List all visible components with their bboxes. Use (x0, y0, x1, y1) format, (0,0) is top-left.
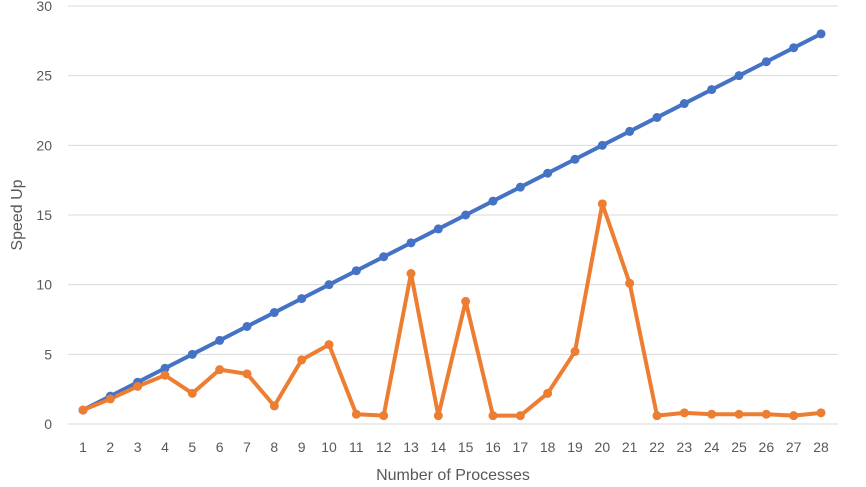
series-2-point (242, 369, 252, 379)
x-tick-label: 11 (349, 439, 364, 455)
x-tick-label: 14 (431, 439, 447, 455)
series-1-point (433, 224, 443, 234)
series-1-point (297, 294, 307, 304)
series-1-point (652, 112, 662, 122)
x-tick-label: 4 (161, 439, 169, 455)
x-tick-labels: 1 2 3 4 5 6 7 8 9 10 11 12 13 14 15 16 17 18 19 20 21 22 23 24 2… (79, 439, 829, 455)
x-tick-label: 17 (513, 439, 529, 455)
series-1-point (351, 266, 361, 276)
series-1-line (81, 31, 823, 413)
series-2-point (679, 408, 689, 418)
series-1-point (761, 57, 771, 67)
y-tick-label: 30 (36, 0, 52, 14)
series-2-point (215, 365, 225, 375)
series-lines (81, 31, 823, 418)
series-2-point (105, 394, 115, 404)
series-2-point (543, 388, 553, 398)
series-1-point (679, 99, 689, 109)
x-tick-label: 20 (595, 439, 611, 455)
x-tick-label: 27 (786, 439, 802, 455)
y-tick-labels: 0 5 10 15 20 25 30 (36, 0, 52, 432)
series-1-point (625, 126, 635, 136)
series-2-point (761, 409, 771, 419)
series-2-point (324, 340, 334, 350)
series-points (78, 29, 826, 421)
series-2-point (379, 411, 389, 421)
x-tick-label: 5 (188, 439, 196, 455)
x-tick-label: 6 (216, 439, 224, 455)
series-1-point (269, 308, 279, 318)
x-tick-label: 19 (567, 439, 583, 455)
x-tick-label: 10 (321, 439, 337, 455)
series-1-point (734, 71, 744, 81)
x-tick-label: 25 (731, 439, 747, 455)
x-axis-title: Number of Processes (376, 467, 530, 484)
series-2-point (461, 296, 471, 306)
series-1-point (488, 196, 498, 206)
series-2-point (816, 408, 826, 418)
y-tick-label: 0 (44, 416, 52, 432)
series-2-point (406, 269, 416, 279)
series-2-point (734, 409, 744, 419)
series-1-point (215, 335, 225, 345)
series-1-point (816, 29, 826, 39)
y-tick-label: 15 (36, 207, 52, 223)
x-tick-label: 26 (759, 439, 775, 455)
x-tick-label: 28 (813, 439, 829, 455)
y-axis-title: Speed Up (9, 179, 26, 250)
x-tick-label: 23 (677, 439, 693, 455)
y-tick-label: 5 (44, 346, 52, 362)
x-tick-label: 18 (540, 439, 556, 455)
series-2-point (570, 347, 580, 357)
x-tick-label: 9 (298, 439, 306, 455)
series-1-point (597, 140, 607, 150)
x-tick-label: 16 (485, 439, 501, 455)
y-tick-label: 25 (36, 68, 52, 84)
series-2-point (351, 409, 361, 419)
x-tick-label: 13 (403, 439, 419, 455)
series-1-point (707, 85, 717, 95)
series-2-point (515, 411, 525, 421)
series-2-point (160, 370, 170, 380)
x-tick-label: 1 (79, 439, 87, 455)
series-1-point (570, 154, 580, 164)
series-2-point (133, 381, 143, 391)
series-1-point (789, 43, 799, 53)
series-2-point (187, 388, 197, 398)
series-2-point (78, 405, 88, 415)
x-tick-label: 22 (649, 439, 665, 455)
series-2-line (81, 201, 823, 418)
series-2-point (707, 409, 717, 419)
x-tick-label: 2 (106, 439, 114, 455)
x-tick-label: 3 (134, 439, 142, 455)
series-2-point (433, 411, 443, 421)
y-tick-label: 20 (36, 137, 52, 153)
series-2-point (488, 411, 498, 421)
series-1-point (406, 238, 416, 248)
x-tick-label: 21 (622, 439, 638, 455)
x-tick-label: 15 (458, 439, 474, 455)
series-2-point (625, 278, 635, 288)
series-1-point (160, 363, 170, 373)
series-1-point (242, 321, 252, 331)
series-1-point (187, 349, 197, 359)
series-1-point (515, 182, 525, 192)
series-1-point (543, 168, 553, 178)
series-1-point (379, 252, 389, 262)
x-tick-label: 8 (270, 439, 278, 455)
x-tick-label: 12 (376, 439, 392, 455)
series-2-point (652, 411, 662, 421)
series-1-point (461, 210, 471, 220)
x-tick-label: 7 (243, 439, 251, 455)
series-2-point (297, 355, 307, 365)
y-tick-label: 10 (36, 277, 52, 293)
series-1-point (324, 280, 334, 290)
series-2-point (597, 199, 607, 209)
series-2-point (789, 411, 799, 421)
series-2-point (269, 401, 279, 411)
x-tick-label: 24 (704, 439, 720, 455)
